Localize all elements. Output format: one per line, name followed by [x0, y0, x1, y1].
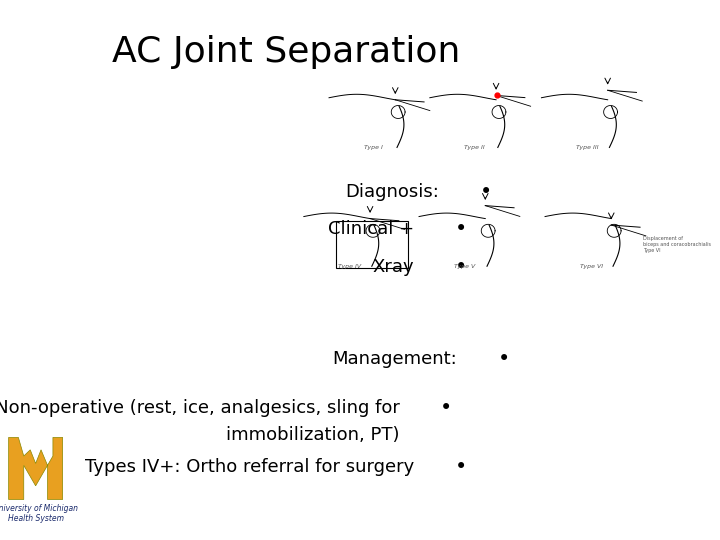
Text: Types I-III: Non-operative (rest, ice, analgesics, sling for: Types I-III: Non-operative (rest, ice, a… — [0, 399, 400, 417]
Text: Clinical +: Clinical + — [328, 220, 414, 239]
Text: •: • — [454, 219, 467, 240]
Text: Type V: Type V — [454, 264, 475, 269]
Text: •: • — [498, 349, 510, 369]
Text: Management:: Management: — [333, 350, 457, 368]
Text: •: • — [440, 397, 453, 418]
Text: Type VI: Type VI — [580, 264, 603, 269]
Text: Types IV+: Ortho referral for surgery: Types IV+: Ortho referral for surgery — [85, 458, 414, 476]
Text: Type II: Type II — [464, 145, 485, 150]
Text: University of Michigan
Health System: University of Michigan Health System — [0, 504, 78, 523]
Text: Displacement of
biceps and coracobrachialis
Type VI: Displacement of biceps and coracobrachia… — [643, 236, 711, 253]
Text: Type IV: Type IV — [338, 264, 361, 269]
Text: immobilization, PT): immobilization, PT) — [226, 426, 400, 444]
Bar — [336, 221, 408, 268]
Text: Type III: Type III — [576, 145, 598, 150]
Text: AC Joint Separation: AC Joint Separation — [112, 35, 460, 69]
Text: Type I: Type I — [364, 145, 382, 150]
Text: •: • — [454, 457, 467, 477]
Text: •: • — [480, 181, 492, 202]
Polygon shape — [9, 437, 63, 500]
Text: •: • — [454, 257, 467, 278]
Text: Xray: Xray — [372, 258, 414, 276]
Text: Diagnosis:: Diagnosis: — [346, 183, 439, 201]
